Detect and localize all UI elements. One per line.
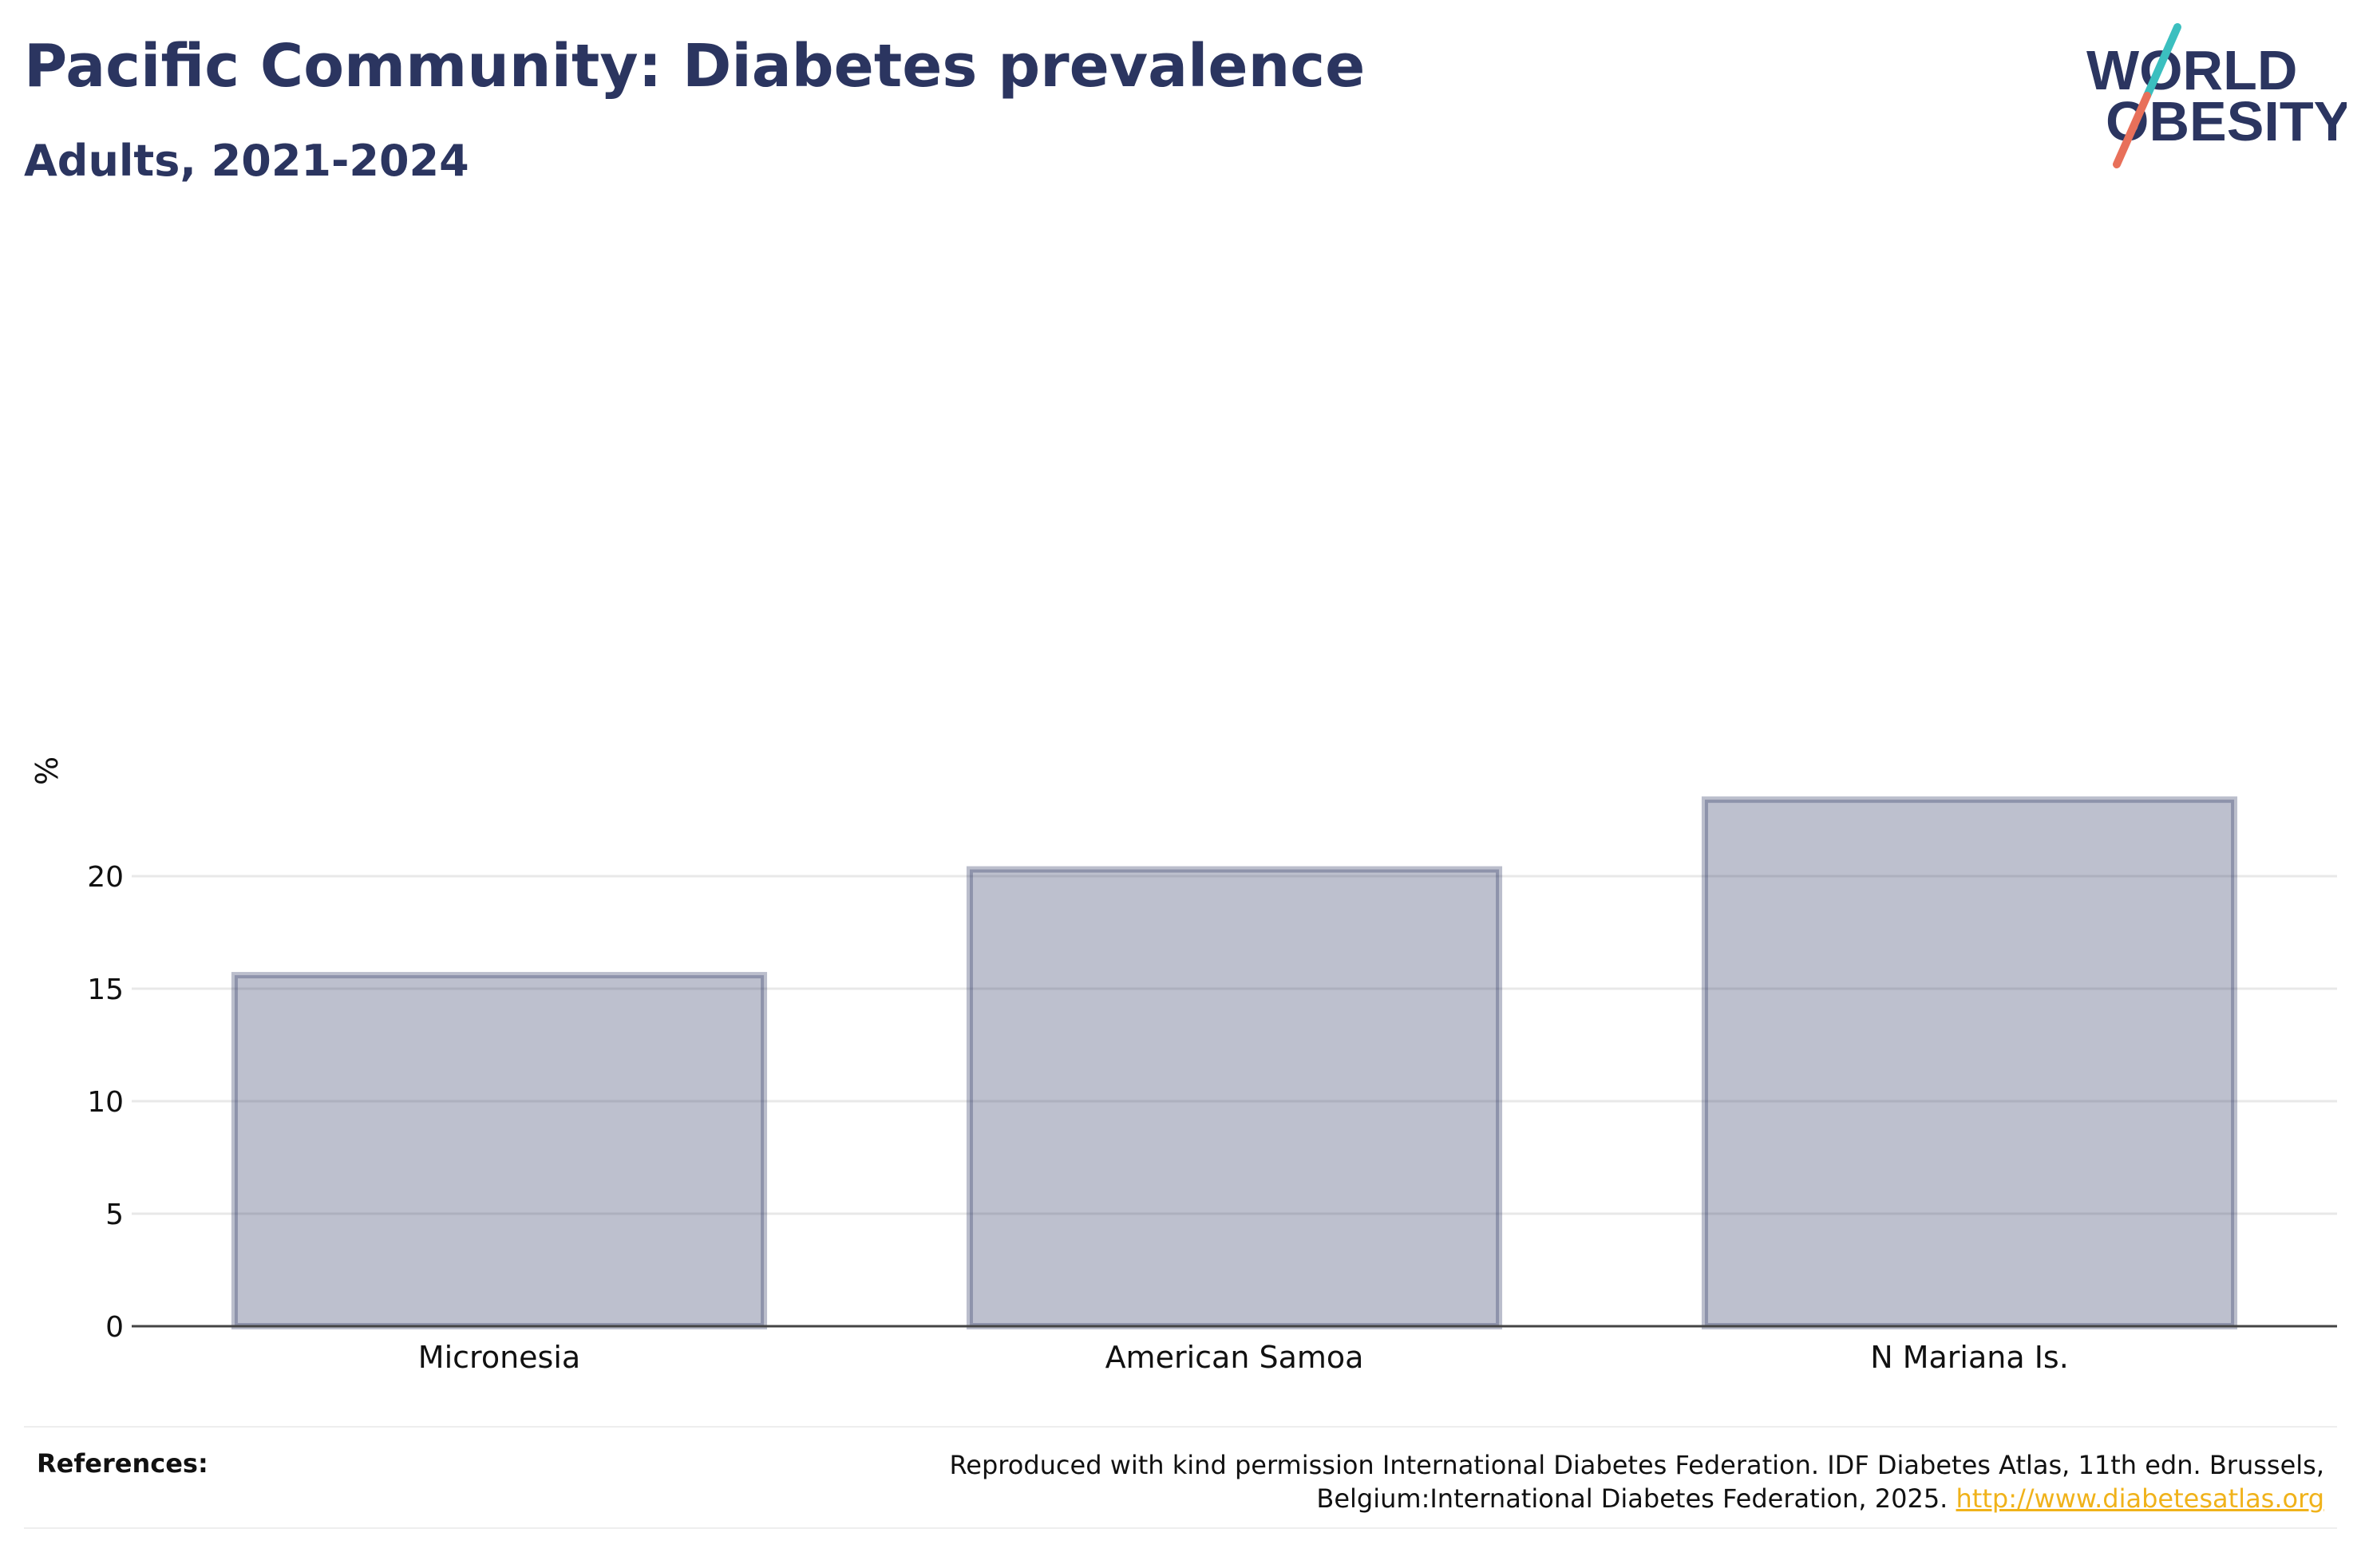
- y-tick-labels: 0 5 10 15 20: [87, 861, 124, 1344]
- y-tick-label: 10: [87, 1086, 124, 1119]
- bar-n-mariana-is: [1701, 796, 2238, 1329]
- x-tick-label: American Samoa: [1105, 1340, 1364, 1375]
- chart-subtitle: Adults, 2021-2024: [24, 136, 469, 186]
- logo-slash-top: [2143, 23, 2181, 100]
- references-text-block: Reproduced with kind permission Internat…: [728, 1448, 2325, 1515]
- logo-slash-bottom: [2113, 92, 2151, 168]
- references-text: Reproduced with kind permission Internat…: [949, 1450, 2325, 1514]
- grid-lines: [132, 875, 2337, 1215]
- x-tick-labels: Micronesia American Samoa N Mariana Is.: [418, 1340, 2069, 1375]
- bar-micronesia: [231, 972, 768, 1329]
- bar-american-samoa: [966, 866, 1503, 1330]
- chart-title: Pacific Community: Diabetes prevalence: [24, 32, 1366, 101]
- references-label: References:: [37, 1448, 208, 1479]
- references-box: References: Reproduced with kind permiss…: [24, 1426, 2337, 1529]
- bars: [231, 796, 2238, 1330]
- world-obesity-logo: WORLD OBESITY: [2086, 23, 2347, 168]
- y-axis-label: %: [30, 756, 65, 785]
- x-tick-label: Micronesia: [418, 1340, 580, 1375]
- y-tick-label: 20: [87, 861, 124, 894]
- y-tick-label: 15: [87, 974, 124, 1006]
- x-tick-label: N Mariana Is.: [1870, 1340, 2069, 1375]
- bar-chart: 0 5 10 15 20 Micronesia American Samoa N Maria…: [30, 756, 2337, 1375]
- y-tick-label: 5: [105, 1199, 124, 1231]
- logo-text-line1: WORLD: [2086, 39, 2297, 101]
- references-link[interactable]: http://www.diabetesatlas.org: [1956, 1483, 2324, 1514]
- y-tick-label: 0: [105, 1311, 124, 1344]
